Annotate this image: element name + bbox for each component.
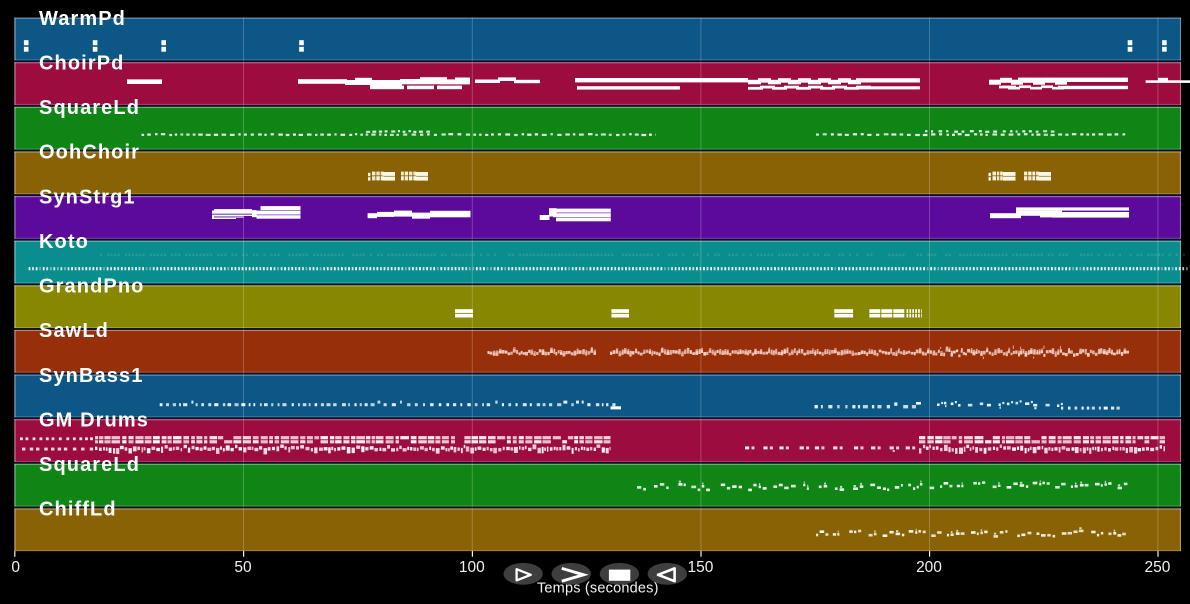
svg-text:0: 0 bbox=[11, 559, 20, 576]
svg-text:ChiffLd: ChiffLd bbox=[39, 499, 117, 521]
svg-text:SynBass1: SynBass1 bbox=[39, 365, 143, 387]
svg-text:200: 200 bbox=[916, 559, 942, 576]
svg-text:ChoirPd: ChoirPd bbox=[39, 52, 124, 74]
svg-text:SynStrg1: SynStrg1 bbox=[39, 186, 136, 208]
svg-text:WarmPd: WarmPd bbox=[39, 8, 126, 30]
svg-text:SquareLd: SquareLd bbox=[39, 97, 140, 119]
svg-text:150: 150 bbox=[687, 559, 713, 576]
svg-text:50: 50 bbox=[234, 559, 252, 576]
svg-text:Temps (secondes): Temps (secondes) bbox=[537, 580, 659, 596]
svg-text:Koto: Koto bbox=[39, 231, 89, 253]
svg-text:GrandPno: GrandPno bbox=[39, 276, 144, 298]
svg-text:GM Drums: GM Drums bbox=[39, 409, 149, 431]
svg-text:SquareLd: SquareLd bbox=[39, 454, 140, 476]
svg-text:250: 250 bbox=[1144, 559, 1170, 576]
svg-text:SawLd: SawLd bbox=[39, 320, 109, 342]
svg-text:OohChoir: OohChoir bbox=[39, 142, 140, 164]
svg-text:100: 100 bbox=[459, 559, 485, 576]
